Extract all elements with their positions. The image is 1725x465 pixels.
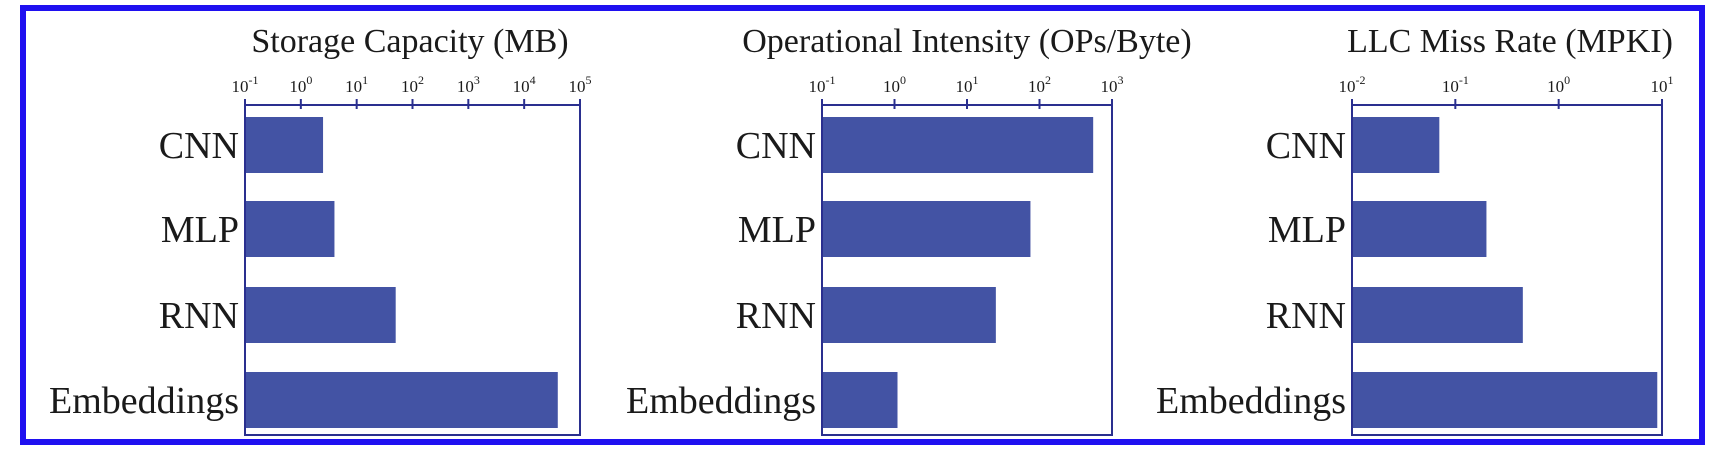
bar-embeddings (822, 372, 898, 428)
category-label-cnn: CNN (736, 125, 816, 167)
tick-label: 10-1 (809, 73, 836, 96)
tick-label: 101 (1651, 73, 1674, 96)
tick-label: 100 (1547, 73, 1570, 96)
bar-mlp (1352, 201, 1487, 257)
bar-cnn (245, 117, 324, 173)
chart-title: Operational Intensity (OPs/Byte) (742, 23, 1191, 60)
tick-label: 10-2 (1339, 73, 1366, 96)
category-label-mlp: MLP (738, 209, 816, 251)
bar-cnn (1352, 117, 1440, 173)
chart-1: Storage Capacity (MB) 10-1 100 101 102 103 104… (49, 23, 592, 436)
plot-frame (1351, 104, 1663, 436)
chart-3: LLC Miss Rate (MPKI) 10-2 10-1 100 101 CNN MLP… (1156, 23, 1674, 436)
tick-label: 101 (956, 73, 979, 96)
category-label-embeddings: Embeddings (1156, 380, 1346, 422)
category-label-embeddings: Embeddings (626, 380, 816, 422)
tick-label: 105 (569, 73, 592, 96)
bar-rnn (1352, 287, 1523, 343)
tick-label: 101 (345, 73, 368, 96)
bar-rnn (245, 287, 396, 343)
bar-embeddings (1352, 372, 1658, 428)
tick-label: 100 (883, 73, 906, 96)
bar-rnn (822, 287, 996, 343)
category-label-mlp: MLP (161, 209, 239, 251)
category-label-rnn: RNN (1266, 295, 1346, 337)
category-label-rnn: RNN (159, 295, 239, 337)
bar-cnn (822, 117, 1094, 173)
tick-label: 103 (457, 73, 480, 96)
category-label-embeddings: Embeddings (49, 380, 239, 422)
chart-2: Operational Intensity (OPs/Byte) 10-1 100 1… (626, 23, 1192, 436)
bar-embeddings (245, 372, 558, 428)
bar-mlp (822, 201, 1031, 257)
bar-mlp (245, 201, 335, 257)
chart-title: Storage Capacity (MB) (251, 23, 568, 60)
tick-label: 104 (513, 73, 536, 96)
tick-label: 10-1 (1442, 73, 1469, 96)
chart-title: LLC Miss Rate (MPKI) (1347, 23, 1673, 60)
category-label-cnn: CNN (1266, 125, 1346, 167)
category-label-cnn: CNN (159, 125, 239, 167)
tick-label: 100 (289, 73, 312, 96)
tick-label: 103 (1101, 73, 1124, 96)
tick-label: 102 (1028, 73, 1051, 96)
category-label-rnn: RNN (736, 295, 816, 337)
category-label-mlp: MLP (1268, 209, 1346, 251)
tick-label: 10-1 (232, 73, 259, 96)
tick-label: 102 (401, 73, 424, 96)
